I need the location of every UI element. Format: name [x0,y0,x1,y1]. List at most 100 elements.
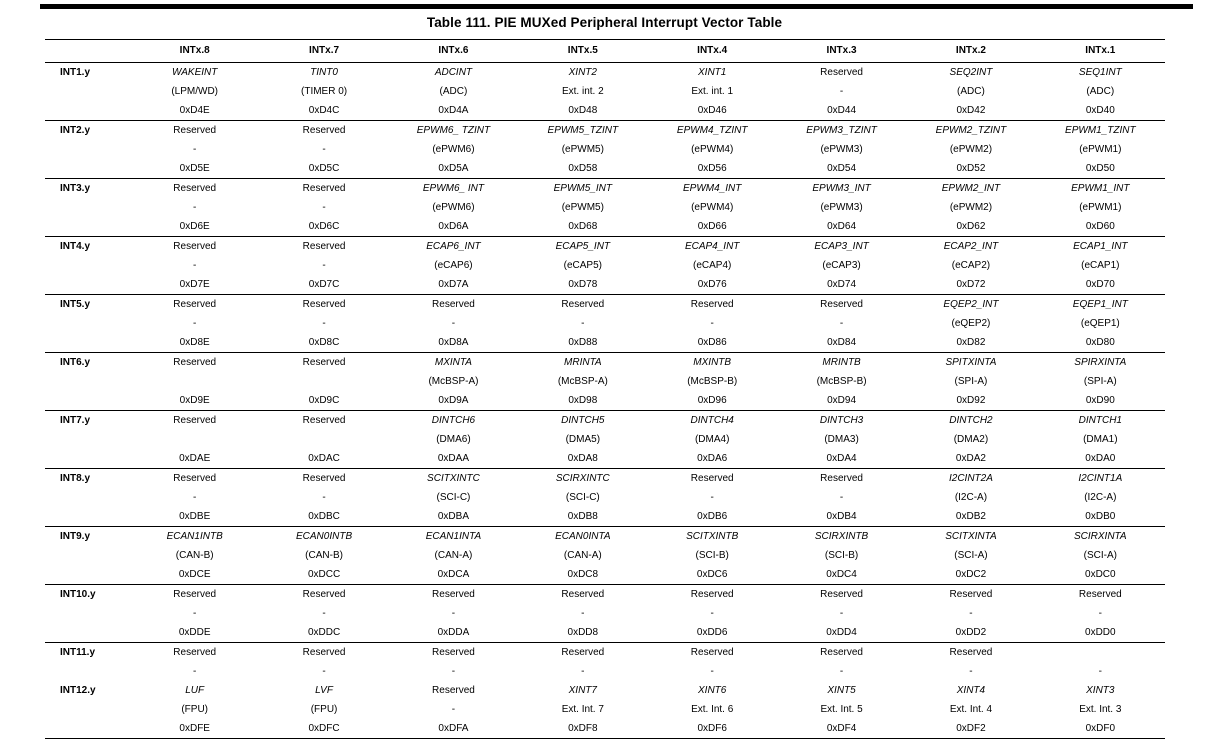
vector-desc: (DMA1) [1083,434,1118,445]
vector-address: 0xDDE [178,627,211,638]
vector-address: 0xD96 [697,395,727,406]
header-row: INTx.8 INTx.7 INTx.6 INTx.5 INTx.4 INTx.3 INTx… [45,39,1165,63]
vector-name: LVF [315,685,333,696]
vector-name: Reserved [302,647,346,658]
vector-desc: (SPI-A) [1083,376,1117,387]
page-header-rule [40,4,1193,9]
vector-desc: (ePWM1) [1079,144,1122,155]
vector-desc: (McBSP-A) [557,376,608,387]
vector-name: DINTCH4 [690,415,734,426]
vector-address: 0xDFA [438,723,469,734]
vector-address: 0xD78 [568,279,598,290]
column-header: INTx.8 [179,45,210,56]
vector-address: 0xDA2 [955,453,986,464]
vector-name: Reserved [302,183,346,194]
header-corner-cell [45,40,130,63]
vector-cell: Reserved - [777,643,906,682]
vector-address: 0xD4A [438,105,469,116]
vector-address: 0xD4E [179,105,210,116]
vector-desc: (ePWM6) [432,202,475,213]
vector-cell: EPWM1_TZINT (ePWM1) 0xD50 [1036,121,1165,179]
vector-address: 0xD9A [438,395,469,406]
vector-name: Reserved [173,473,217,484]
vector-cell: EPWM1_INT (ePWM1) 0xD60 [1036,179,1165,237]
vector-cell: SCITXINTB (SCI-B) 0xDC6 [648,527,777,585]
vector-name: Reserved [173,589,217,600]
table-row: INT5.y Reserved -0xD8E Reserved -0xD8C Reserv… [45,294,1165,353]
vector-cell: DINTCH1 (DMA1) 0xDA0 [1036,411,1165,469]
vector-name: SCIRXINTC [555,473,610,484]
vector-name: Reserved [173,357,217,368]
vector-cell: Reserved - [130,643,259,682]
vector-cell: EPWM4_INT (ePWM4) 0xD66 [648,179,777,237]
vector-name: LUF [185,685,205,696]
vector-name: Reserved [302,415,346,426]
vector-cell: Reserved - 0xDD2 [906,585,1035,643]
vector-cell: XINT3 Ext. Int. 3 0xDF0 [1036,681,1165,739]
vector-desc [259,430,388,449]
vector-address: 0xDB0 [1085,511,1116,522]
vector-address: 0xDB2 [955,511,986,522]
vector-desc: (ePWM5) [561,202,604,213]
row-label: INT1.y [60,67,91,78]
vector-address: 0xDB6 [697,511,728,522]
vector-cell: ECAP5_INT (eCAP5) 0xD78 [518,237,647,295]
vector-cell: Reserved - [259,643,388,682]
vector-address: 0xD6C [308,221,340,232]
vector-name: SCIRXINTA [1074,531,1127,542]
vector-address: 0xDC6 [696,569,728,580]
vector-cell: Reserved 0xD9C [259,353,388,411]
vector-name: Reserved [432,589,475,600]
vector-desc: - [451,608,456,619]
vector-name: EPWM2_TZINT [935,125,1007,136]
vector-name: Reserved [949,589,993,600]
vector-desc: (TIMER 0) [301,86,348,97]
vector-desc: - [322,202,326,213]
vector-desc: Ext. Int. 4 [949,704,993,715]
vector-address: 0xD50 [1085,163,1115,174]
vector-address: 0xD90 [1085,395,1115,406]
vector-address: 0xD74 [827,279,857,290]
vector-desc: (eCAP6) [434,260,473,271]
vector-cell: DINTCH6 (DMA6) 0xDAA [389,411,518,469]
table-row: INT6.y Reserved 0xD9E Reserved 0xD9C MXINTA (M… [45,352,1165,411]
vector-name: ECAN1INTA [425,531,482,542]
vector-cell: I2CINT2A (I2C-A) 0xDB2 [906,469,1035,527]
vector-desc: - [322,492,326,503]
row-label: INT12.y [60,685,96,696]
vector-name: Reserved [173,241,217,252]
vector-cell: EPWM6_ TZINT (ePWM6) 0xD5A [389,121,518,179]
vector-desc: - [451,704,456,715]
table-row: INT10.y Reserved -0xDDE Reserved -0xDDC Reser… [45,584,1165,643]
vector-address: 0xD8C [308,337,340,348]
vector-cell: EPWM4_TZINT (ePWM4) 0xD56 [648,121,777,179]
vector-address: 0xDD2 [955,627,987,638]
vector-address: 0xDC2 [955,569,987,580]
vector-cell: DINTCH4 (DMA4) 0xDA6 [648,411,777,469]
vector-cell: SPIRXINTA (SPI-A) 0xD90 [1036,353,1165,411]
vector-cell: SEQ1INT (ADC) 0xD40 [1036,63,1165,121]
vector-desc: (SPI-A) [954,376,988,387]
vector-cell: MXINTA (McBSP-A) 0xD9A [389,353,518,411]
vector-name: Reserved [173,415,217,426]
vector-cell: Reserved - 0xDDC [259,585,388,643]
column-header: INTx.5 [567,45,598,56]
vector-cell: EPWM3_INT (ePWM3) 0xD64 [777,179,906,237]
vector-address: 0xD44 [827,105,857,116]
vector-address: 0xDA0 [1085,453,1116,464]
vector-cell: XINT6 Ext. Int. 6 0xDF6 [648,681,777,739]
vector-desc: (McBSP-B) [816,376,867,387]
vector-desc: (ePWM2) [949,144,993,155]
vector-name: Reserved [302,589,346,600]
vector-address: 0xD9E [179,395,210,406]
vector-address: 0xDFE [179,723,210,734]
vector-name: Reserved [690,299,734,310]
vector-cell: Reserved - 0xDBC [259,469,388,527]
vector-desc: (SCI-A) [1083,550,1117,561]
vector-desc: - [581,318,585,329]
vector-name: DINTCH2 [949,415,993,426]
vector-name: ECAP2_INT [943,241,999,252]
vector-name: TINT0 [310,67,338,78]
vector-address: 0xD64 [827,221,857,232]
table-row: INT1.y WAKEINT (LPM/WD) 0xD4E TINT0 (TIMER 0)… [45,63,1165,121]
